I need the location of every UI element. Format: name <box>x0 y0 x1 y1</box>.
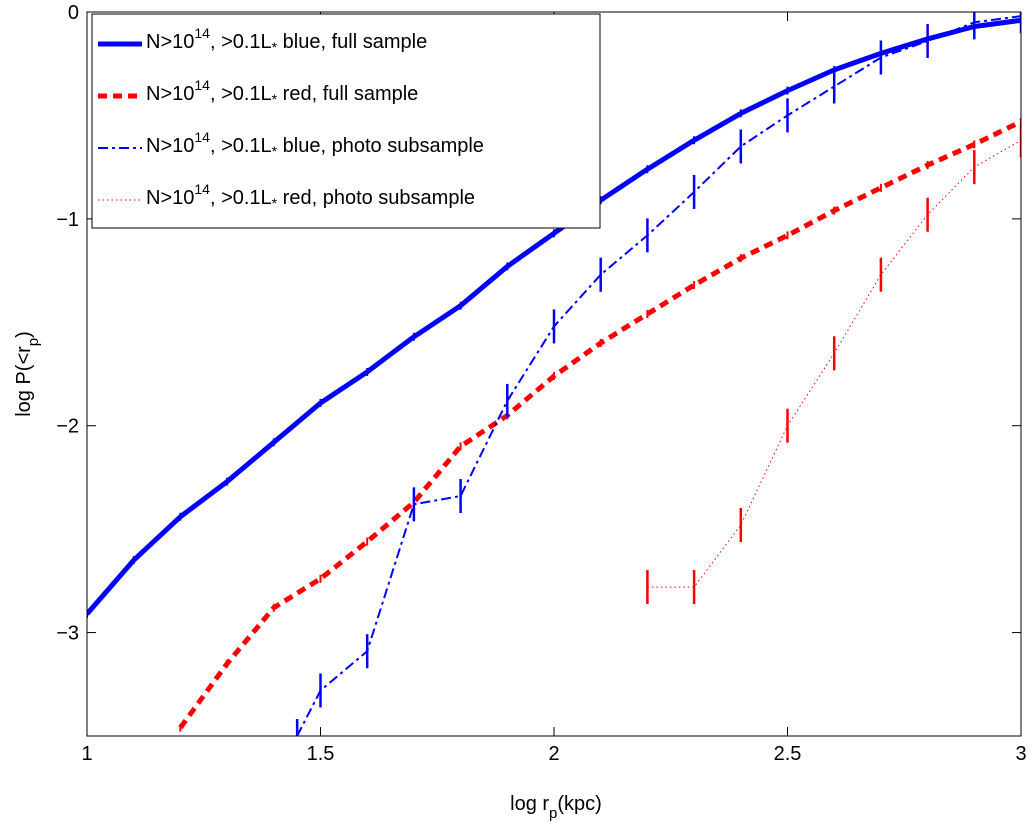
x-tick-label: 2 <box>548 743 559 765</box>
x-tick-label: 1 <box>81 743 92 765</box>
x-tick-label: 2.5 <box>774 743 802 765</box>
y-tick-label: −2 <box>56 416 79 438</box>
tick-layer: 1 1.5 2 2.5 3 −3 −2 −1 0 <box>56 2 1026 765</box>
x-tick-label: 3 <box>1015 743 1026 765</box>
y-tick-label: −3 <box>56 623 79 645</box>
y-axis-title: log P(<rp) <box>13 331 42 417</box>
legend-box <box>91 13 601 229</box>
legend-label-3: N>1014, >0.1L* blue, photo subsample <box>146 129 484 159</box>
legend-label-2: N>1014, >0.1L* red, full sample <box>146 77 418 107</box>
x-tick-label: 1.5 <box>307 743 335 765</box>
legend-label-4: N>1014, >0.1L* red, photo subsample <box>146 181 475 211</box>
legend-label-1: N>1014, >0.1L* blue, full sample <box>146 25 427 55</box>
y-tick-label: −1 <box>56 209 79 231</box>
y-tick-label: 0 <box>68 2 79 24</box>
legend: N>1014, >0.1L* blue, full sample N>1014, … <box>91 13 601 229</box>
x-axis-title: log rp(kpc) <box>510 793 602 822</box>
series-layer <box>87 12 1021 736</box>
